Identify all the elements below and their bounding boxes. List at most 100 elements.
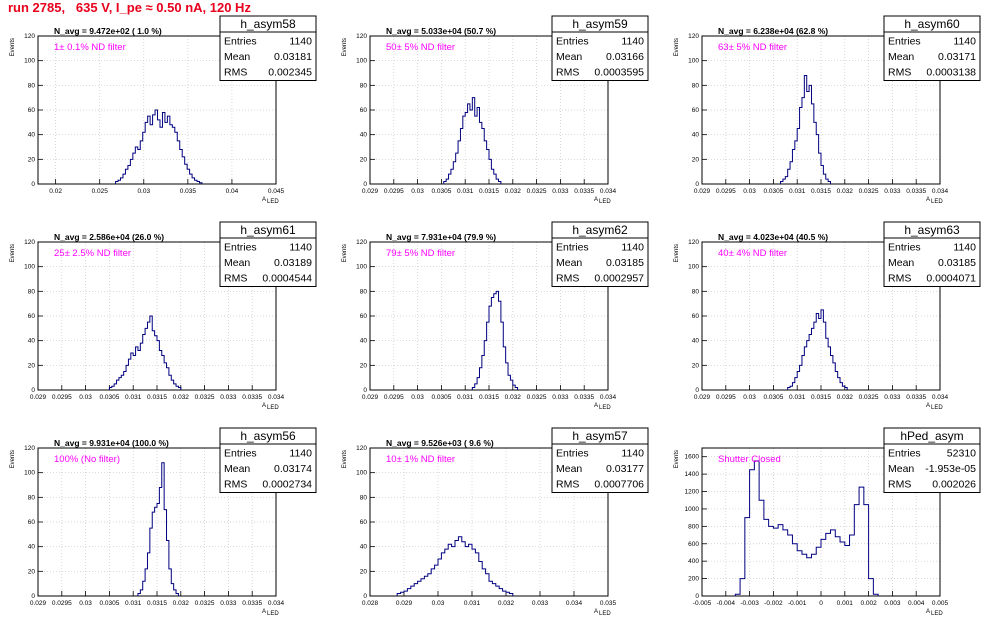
x-axis-title: A xyxy=(926,403,930,409)
x-tick-label: 0.004 xyxy=(908,600,925,607)
stats-entries-value: 1140 xyxy=(621,448,644,460)
stats-entries-label: Entries xyxy=(556,448,589,460)
x-tick-label: 0.035 xyxy=(180,188,197,195)
x-tick-label: 0.003 xyxy=(884,600,901,607)
y-tick-label: 80 xyxy=(28,82,36,89)
stats-mean-label: Mean xyxy=(224,51,250,63)
stats-rms-label: RMS xyxy=(556,67,579,79)
y-tick-label: 20 xyxy=(360,568,368,575)
x-tick-label: 0.03 xyxy=(79,600,92,607)
x-tick-label: 0.029 xyxy=(396,600,413,607)
y-tick-label: 1400 xyxy=(685,471,700,478)
x-axis-subscript: LED xyxy=(931,199,943,205)
x-tick-label: 0.02 xyxy=(49,188,62,195)
x-tick-label: 0.0325 xyxy=(527,188,547,195)
stats-rms-label: RMS xyxy=(888,67,911,79)
histogram-panel-ped-asym: -0.005 -0.004 -0.003 -0.002 -0.001 0 0.001 0.00… xyxy=(664,427,994,632)
histogram-line xyxy=(108,315,182,390)
y-tick-label: 60 xyxy=(28,519,36,526)
y-tick-label: 40 xyxy=(360,544,368,551)
stats-rms-label: RMS xyxy=(224,273,247,285)
y-tick-label: 1600 xyxy=(685,454,700,461)
stats-entries-label: Entries xyxy=(888,448,921,460)
y-tick-label: 80 xyxy=(360,288,368,295)
x-tick-label: 0.03 xyxy=(79,394,92,401)
y-axis-title: Events xyxy=(10,244,16,262)
stats-box xyxy=(219,221,317,287)
histogram-panel-asym63: 0.029 0.0295 0.03 0.0305 0.031 0.0315 0.032 0.0… xyxy=(664,221,994,426)
y-tick-label: 0 xyxy=(363,387,367,394)
x-tick-label: 0.025 xyxy=(92,188,109,195)
stats-mean-value: 0.03185 xyxy=(606,257,644,269)
y-tick-label: 0 xyxy=(31,593,35,600)
x-tick-label: 0.0305 xyxy=(431,188,451,195)
y-tick-label: 0 xyxy=(695,387,699,394)
stats-mean-value: 0.03166 xyxy=(606,51,644,63)
x-axis-title: A xyxy=(594,403,598,409)
n-avg-label: N_avg = 2.586e+04 (26.0 %) xyxy=(54,232,164,242)
y-tick-label: 120 xyxy=(356,33,367,40)
y-axis-title: Events xyxy=(674,450,680,468)
y-tick-label: 100 xyxy=(688,58,699,65)
x-axis-subscript: LED xyxy=(267,405,279,411)
x-tick-label: 0.033 xyxy=(220,394,237,401)
x-tick-label: 0.029 xyxy=(694,394,711,401)
stats-entries-value: 1140 xyxy=(621,242,644,254)
stats-mean-label: Mean xyxy=(224,257,250,269)
x-tick-label: 0.0315 xyxy=(147,394,167,401)
y-tick-label: 120 xyxy=(688,239,699,246)
x-tick-label: 0.0325 xyxy=(859,394,879,401)
y-tick-label: 100 xyxy=(356,58,367,65)
histogram-panel-asym59: 0.029 0.0295 0.03 0.0305 0.031 0.0315 0.032 0.0… xyxy=(332,15,662,220)
filter-label: 25± 2.5% ND filter xyxy=(54,248,131,259)
n-avg-label: N_avg = 7.931e+04 (79.9 %) xyxy=(386,232,496,242)
x-axis-subscript: LED xyxy=(931,611,943,617)
x-axis-title: A xyxy=(262,197,266,203)
x-tick-label: 0.0315 xyxy=(147,600,167,607)
y-axis-title: Events xyxy=(674,38,680,56)
filter-label: Shutter Closed xyxy=(718,454,781,465)
stats-box xyxy=(883,427,981,493)
x-tick-label: 0.034 xyxy=(268,600,285,607)
x-tick-label: 0.034 xyxy=(932,188,949,195)
histogram-line xyxy=(734,460,879,596)
stats-rms-value: 0.0007706 xyxy=(594,479,644,491)
histogram-line xyxy=(443,97,502,184)
histogram-svg: 0.029 0.0295 0.03 0.0305 0.031 0.0315 0.032 0.0… xyxy=(10,221,317,411)
x-tick-label: 0.034 xyxy=(932,394,949,401)
y-tick-label: 40 xyxy=(28,132,36,139)
y-axis-title: Events xyxy=(342,450,348,468)
stats-title: h_asym60 xyxy=(904,17,960,31)
y-axis-title: Events xyxy=(10,38,16,56)
stats-entries-label: Entries xyxy=(224,36,257,48)
x-tick-label: 0.033 xyxy=(552,394,569,401)
stats-box xyxy=(883,221,981,287)
stats-entries-label: Entries xyxy=(888,242,921,254)
y-tick-label: 0 xyxy=(31,387,35,394)
run-title: run 2785, 635 V, I_pe ≈ 0.50 nA, 120 Hz xyxy=(8,0,251,15)
y-tick-label: 20 xyxy=(28,362,36,369)
histogram-panel-asym57: 0.028 0.029 0.03 0.031 0.032 0.033 0.034 0.035 0… xyxy=(332,427,662,632)
stats-title: h_asym56 xyxy=(240,429,296,443)
x-tick-label: 0.032 xyxy=(837,394,854,401)
histogram-svg: 0.029 0.0295 0.03 0.0305 0.031 0.0315 0.032 0.0… xyxy=(10,427,317,617)
y-tick-label: 20 xyxy=(360,156,368,163)
stats-mean-label: Mean xyxy=(556,463,582,475)
y-tick-label: 120 xyxy=(24,33,35,40)
stats-mean-label: Mean xyxy=(224,463,250,475)
n-avg-label: N_avg = 5.033e+04 (50.7 %) xyxy=(386,26,496,36)
n-avg-label: N_avg = 6.238e+04 (62.8 %) xyxy=(718,26,828,36)
x-tick-label: 0.03 xyxy=(743,394,756,401)
x-axis-subscript: LED xyxy=(931,405,943,411)
stats-mean-value: 0.03181 xyxy=(274,51,312,63)
x-tick-label: 0.03 xyxy=(743,188,756,195)
x-tick-label: 0.0295 xyxy=(716,394,736,401)
histogram-line xyxy=(471,290,519,390)
y-tick-label: 40 xyxy=(692,132,700,139)
y-tick-label: 100 xyxy=(24,264,35,271)
histogram-svg: 0.029 0.0295 0.03 0.0305 0.031 0.0315 0.032 0.0… xyxy=(674,15,981,205)
y-tick-label: 40 xyxy=(692,338,700,345)
x-axis-title: A xyxy=(926,609,930,615)
stats-mean-value: 0.03174 xyxy=(274,463,312,475)
stats-rms-value: 0.0004071 xyxy=(926,273,976,285)
